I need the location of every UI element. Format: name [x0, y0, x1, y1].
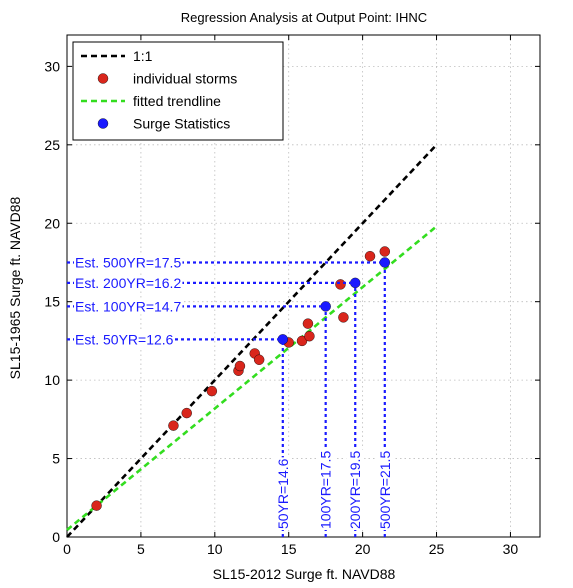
- estimate-label: Est. 100YR=14.7: [75, 298, 181, 314]
- data-point: [338, 312, 349, 323]
- data-point: [253, 354, 265, 365]
- x-tick-label: 30: [503, 541, 519, 557]
- y-tick-label: 10: [44, 372, 60, 388]
- return-period-label: 100YR=17.5: [318, 451, 334, 529]
- axes: 0 5 10 15 20 25 30 0 5 10 15 20 25 30: [44, 34, 541, 557]
- data-point: [335, 279, 346, 290]
- x-tick-label: 25: [429, 541, 445, 557]
- data-point: [364, 250, 376, 262]
- estimate-label-background: [74, 254, 183, 271]
- x-axis-label: SL15-2012 Surge ft. NAVD88: [213, 566, 396, 582]
- data-point: [168, 420, 179, 431]
- data-point: [302, 318, 314, 329]
- x-tick-label: 10: [207, 541, 223, 557]
- return-period-label: 500YR=21.5: [377, 451, 393, 529]
- legend-label: fitted trendline: [133, 93, 221, 109]
- estimate-label: Est. 200YR=16.2: [75, 275, 181, 291]
- y-axis-label: SL15-1965 Surge ft. NAVD88: [7, 196, 23, 379]
- return-period-label: 50YR=14.6: [275, 458, 291, 529]
- legend-label: Surge Statistics: [133, 116, 230, 132]
- estimate-label: Est. 50YR=12.6: [75, 331, 174, 347]
- estimate-label-background: [74, 331, 175, 348]
- return-period-label-background: [346, 449, 365, 530]
- x-tick-label: 0: [63, 541, 71, 557]
- y-tick-label: 30: [44, 58, 60, 74]
- annotations: Est. 500YR=17.5 Est. 200YR=16.2 Est. 100YR…: [67, 254, 394, 537]
- chart-title: Regression Analysis at Output Point: IHN…: [181, 10, 427, 25]
- data-point: [91, 500, 102, 511]
- legend: 1:1 individual storms fitted trendline Surg…: [72, 41, 284, 141]
- data-point: [379, 246, 390, 257]
- y-tick-label: 15: [44, 294, 60, 310]
- legend-marker-swatch: [97, 73, 109, 84]
- plot-frame: [66, 34, 541, 538]
- return-period-label-background: [375, 449, 394, 530]
- return-period-label: 200YR=19.5: [347, 451, 363, 529]
- y-tick-label: 5: [52, 451, 60, 467]
- data-point: [234, 360, 246, 372]
- legend-marker-swatch: [97, 118, 109, 129]
- x-tick-label: 15: [281, 541, 297, 557]
- data-point: [181, 407, 192, 419]
- estimate-label-background: [74, 274, 183, 291]
- x-tick-label: 5: [137, 541, 145, 557]
- estimate-label-background: [74, 298, 183, 315]
- estimate-label: Est. 500YR=17.5: [75, 254, 181, 270]
- x-tick-label: 20: [355, 541, 371, 557]
- return-period-label-background: [316, 449, 335, 530]
- data-point: [304, 331, 315, 342]
- y-tick-label: 20: [44, 215, 60, 231]
- y-tick-label: 25: [44, 137, 60, 153]
- legend-label: individual storms: [133, 71, 237, 87]
- y-tick-label: 0: [52, 529, 60, 545]
- data-point: [206, 385, 218, 397]
- return-period-label-background: [273, 457, 292, 530]
- legend-label: 1:1: [133, 48, 153, 64]
- data-point: [296, 335, 308, 347]
